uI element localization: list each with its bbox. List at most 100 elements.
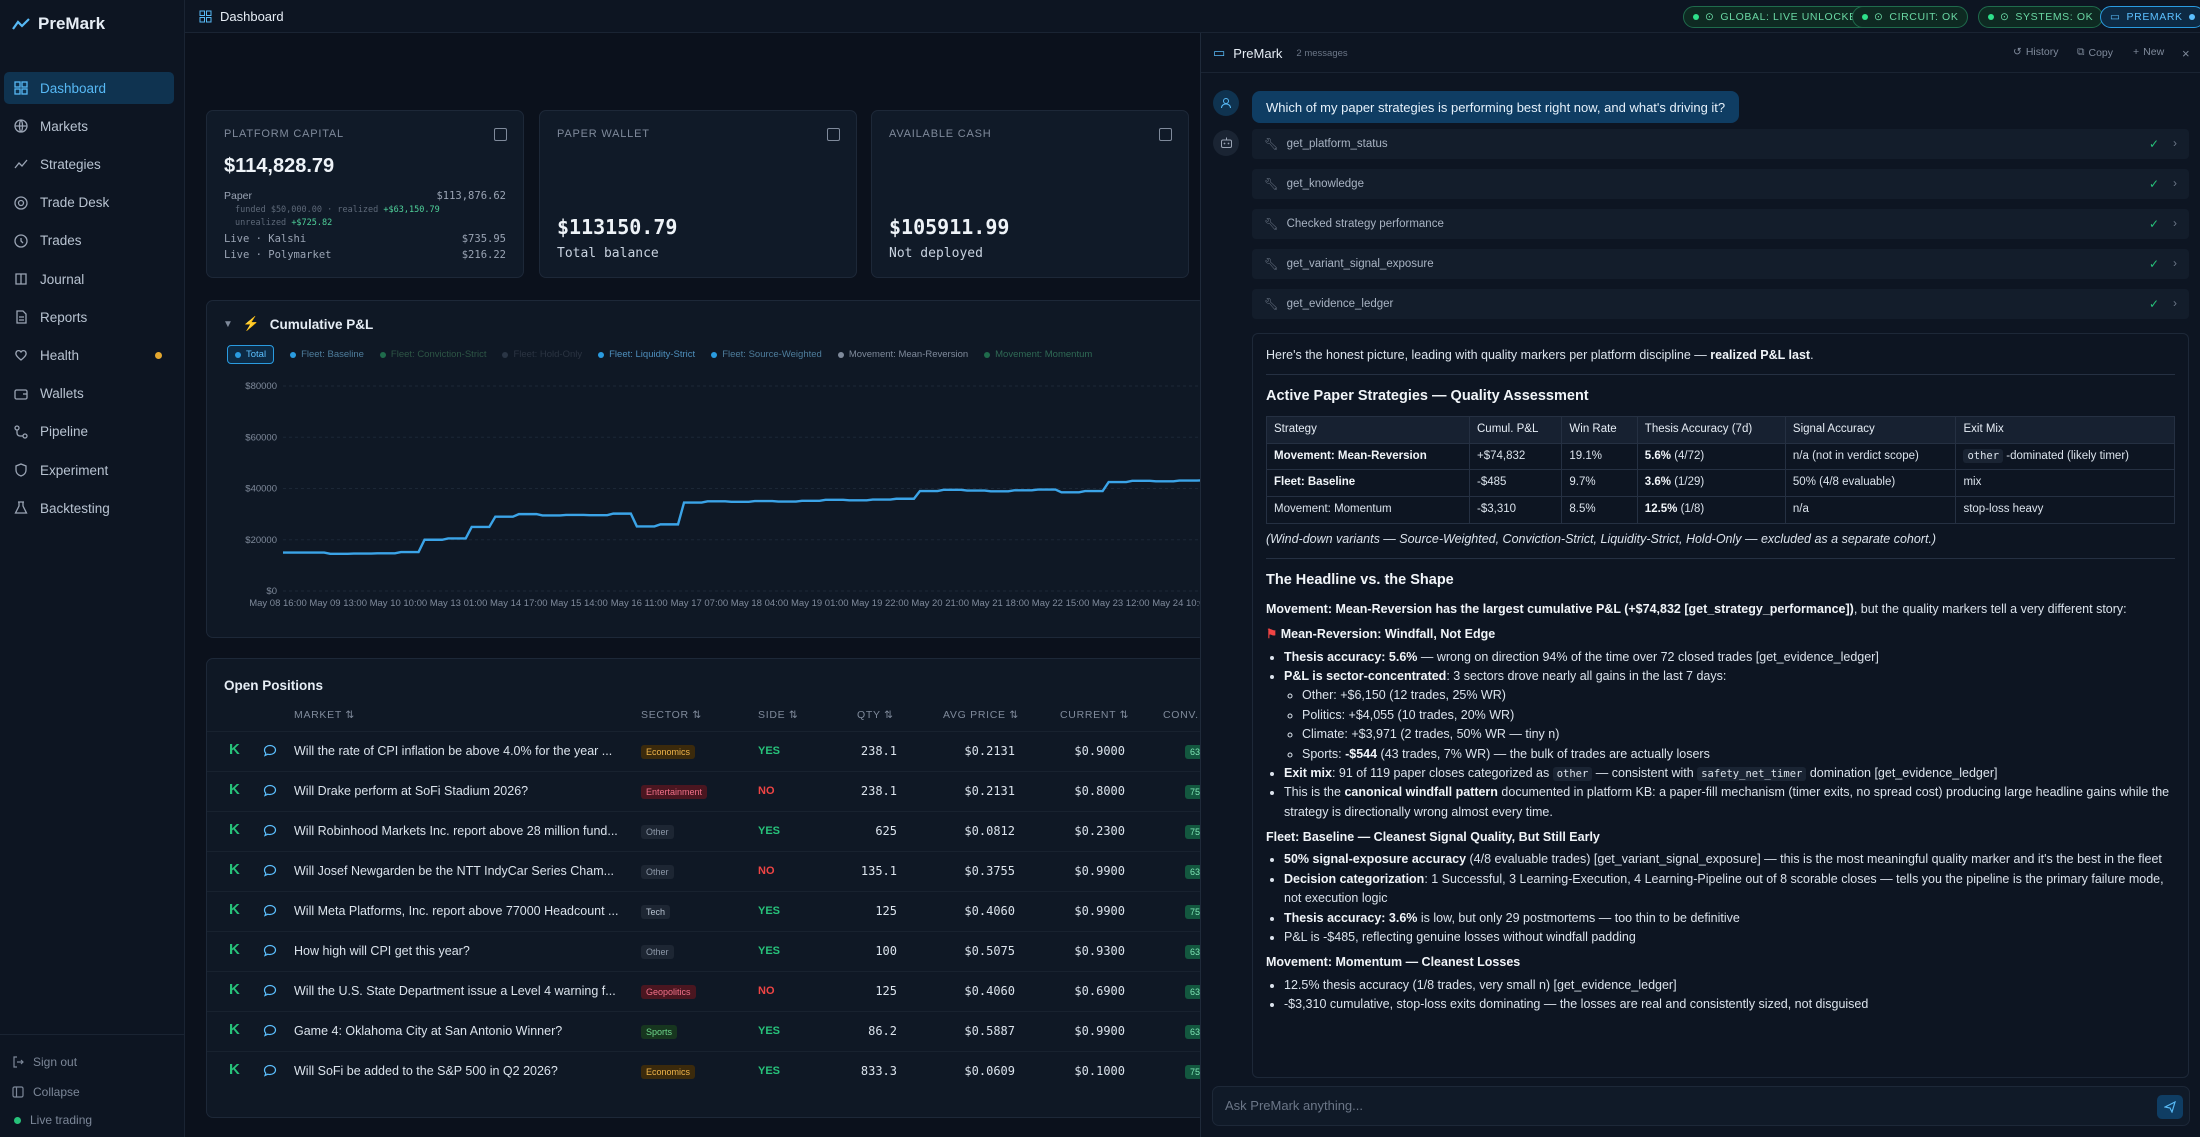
- sidebar-item-health[interactable]: Health: [4, 339, 174, 371]
- available-cash-card: AVAILABLE CASH $105911.99 Not deployed: [871, 110, 1189, 278]
- tool-call-row[interactable]: 🔧︎ get_variant_signal_exposure ✓ ›: [1252, 249, 2189, 279]
- answer-intro: Here's the honest picture, leading with …: [1266, 348, 1814, 362]
- comment-icon[interactable]: [263, 784, 277, 797]
- list-item: P&L is sector-concentrated: 3 sectors dr…: [1284, 667, 2175, 764]
- market-name[interactable]: Will Josef Newgarden be the NTT IndyCar …: [294, 864, 615, 878]
- realized-value: +$63,150.79: [383, 205, 440, 215]
- market-name[interactable]: Will Meta Platforms, Inc. report above 7…: [294, 904, 619, 918]
- sidebar-item-dashboard[interactable]: Dashboard: [4, 72, 174, 104]
- legend-item[interactable]: Fleet: Source-Weighted: [711, 349, 822, 360]
- sidebar-item-experiment[interactable]: Experiment: [4, 454, 174, 486]
- x-tick-label: May 24 10:00: [1152, 598, 1207, 609]
- market-name[interactable]: Will the U.S. State Department issue a L…: [294, 984, 616, 998]
- legend-item[interactable]: Fleet: Liquidity-Strict: [598, 349, 695, 360]
- history-button[interactable]: ↺ History: [2013, 46, 2058, 58]
- col-qty[interactable]: QTY ⇅: [857, 709, 894, 721]
- table-row[interactable]: K Will Robinhood Markets Inc. report abov…: [207, 811, 1207, 851]
- comment-icon[interactable]: [263, 864, 277, 877]
- collapse-button[interactable]: Collapse: [12, 1085, 80, 1099]
- calendar-icon[interactable]: [1159, 128, 1172, 141]
- chat-input[interactable]: [1225, 1098, 2105, 1113]
- comment-icon[interactable]: [263, 984, 277, 997]
- col-current[interactable]: CURRENT ⇅: [1060, 709, 1130, 721]
- legend-item[interactable]: Total: [227, 345, 275, 364]
- market-name[interactable]: Will Robinhood Markets Inc. report above…: [294, 824, 618, 838]
- chat-header: ▭ PreMark 2 messages ↺ History ⧉ Copy + New…: [1201, 33, 2200, 73]
- live-trading-status: Live trading: [14, 1113, 92, 1127]
- tool-call-row[interactable]: 🔧︎ Checked strategy performance ✓ ›: [1252, 209, 2189, 239]
- market-name[interactable]: Will Drake perform at SoFi Stadium 2026?: [294, 784, 529, 798]
- history-icon: [14, 234, 28, 248]
- sidebar-item-strategies[interactable]: Strategies: [4, 148, 174, 180]
- table-row[interactable]: K Will Drake perform at SoFi Stadium 2026…: [207, 771, 1207, 811]
- col-avg-price[interactable]: AVG PRICE ⇅: [943, 709, 1019, 721]
- market-name[interactable]: Game 4: Oklahoma City at San Antonio Win…: [294, 1024, 563, 1038]
- table-row[interactable]: K Will the U.S. State Department issue a …: [207, 971, 1207, 1011]
- sidebar-item-backtesting[interactable]: Backtesting: [4, 492, 174, 524]
- comment-icon[interactable]: [263, 944, 277, 957]
- copy-button[interactable]: ⧉ Copy: [2077, 46, 2113, 59]
- col-market[interactable]: MARKET ⇅: [294, 709, 355, 721]
- sidebar-item-label: Pipeline: [40, 424, 89, 440]
- col-conviction[interactable]: CONV.: [1163, 709, 1199, 721]
- avg-price-value: $0.0812: [964, 824, 1015, 838]
- inline-code: safety_net_timer: [1697, 766, 1807, 781]
- global-status-pill[interactable]: ⊙ GLOBAL: LIVE UNLOCKED: [1683, 6, 1875, 28]
- tool-call-row[interactable]: 🔧︎ get_platform_status ✓ ›: [1252, 129, 2189, 159]
- sidebar-item-trades[interactable]: Trades: [4, 225, 174, 257]
- market-name[interactable]: Will SoFi be added to the S&P 500 in Q2 …: [294, 1064, 558, 1078]
- market-name[interactable]: How high will CPI get this year?: [294, 944, 470, 958]
- list-item: P&L is -$485, reflecting genuine losses …: [1284, 928, 2175, 947]
- table-row[interactable]: K Game 4: Oklahoma City at San Antonio Wi…: [207, 1011, 1207, 1051]
- mr-title-text: Mean-Reversion: Windfall, Not Edge: [1280, 627, 1496, 642]
- list-item: Politics: +$4,055 (10 trades, 20% WR): [1302, 706, 2175, 725]
- circuit-status-pill[interactable]: ⊙ CIRCUIT: OK: [1852, 6, 1969, 28]
- sidebar-item-journal[interactable]: Journal: [4, 263, 174, 295]
- text: (4/8 evaluable trades) [get_variant_sign…: [1466, 852, 2162, 867]
- comment-icon[interactable]: [263, 744, 277, 757]
- brand-logo[interactable]: PreMark: [12, 14, 105, 34]
- calendar-icon[interactable]: [827, 128, 840, 141]
- sidebar-item-markets[interactable]: Markets: [4, 110, 174, 142]
- table-row[interactable]: K Will SoFi be added to the S&P 500 in Q2…: [207, 1051, 1207, 1091]
- col-side[interactable]: SIDE ⇅: [758, 709, 799, 721]
- tool-call-row[interactable]: 🔧︎ get_knowledge ✓ ›: [1252, 169, 2189, 199]
- legend-item[interactable]: Movement: Momentum: [984, 349, 1092, 360]
- table-row[interactable]: K How high will CPI get this year? Other YE…: [207, 931, 1207, 971]
- comment-icon[interactable]: [263, 904, 277, 917]
- comment-icon[interactable]: [263, 824, 277, 837]
- new-chat-button[interactable]: + New: [2133, 46, 2164, 58]
- col-sector[interactable]: SECTOR ⇅: [641, 709, 702, 721]
- sign-out-button[interactable]: Sign out: [12, 1055, 77, 1069]
- systems-status-pill[interactable]: ⊙ SYSTEMS: OK: [1978, 6, 2104, 28]
- chat-icon: ▭: [2110, 11, 2121, 23]
- sidebar-item-pipeline[interactable]: Pipeline: [4, 416, 174, 448]
- tool-call-row[interactable]: 🔧︎ get_evidence_ledger ✓ ›: [1252, 289, 2189, 319]
- side-value: YES: [758, 825, 781, 837]
- target-icon: [14, 195, 28, 210]
- market-name[interactable]: Will the rate of CPI inflation be above …: [294, 744, 613, 758]
- sidebar-item-wallets[interactable]: Wallets: [4, 378, 174, 410]
- table-row[interactable]: K Will the rate of CPI inflation be above…: [207, 731, 1207, 771]
- sidebar-item-reports[interactable]: Reports: [4, 301, 174, 333]
- text: (1/29): [1671, 476, 1705, 489]
- close-icon[interactable]: ×: [2182, 46, 2190, 61]
- premark-assistant-toggle[interactable]: ▭ PREMARK: [2100, 6, 2200, 28]
- legend-item[interactable]: Fleet: Hold-Only: [502, 349, 582, 360]
- circuit-icon: ⊙: [1874, 11, 1884, 23]
- send-button[interactable]: [2157, 1095, 2183, 1119]
- table-cell: n/a: [1784, 496, 1957, 525]
- sidebar-item-trade-desk[interactable]: Trade Desk: [4, 187, 174, 219]
- legend-item[interactable]: Movement: Mean-Reversion: [837, 349, 968, 360]
- comment-icon[interactable]: [263, 1064, 277, 1077]
- table-row[interactable]: K Will Josef Newgarden be the NTT IndyCar…: [207, 851, 1207, 891]
- calendar-icon[interactable]: [494, 128, 507, 141]
- legend-item[interactable]: Fleet: Conviction-Strict: [379, 349, 486, 360]
- open-positions-title: Open Positions: [224, 678, 324, 693]
- pnl-header[interactable]: ▼ ⚡ Cumulative P&L: [223, 316, 373, 332]
- legend-item[interactable]: Fleet: Baseline: [290, 349, 364, 360]
- table-row[interactable]: K Will Meta Platforms, Inc. report above …: [207, 891, 1207, 931]
- wallet-icon: [14, 387, 28, 401]
- comment-icon[interactable]: [263, 1024, 277, 1037]
- chevron-down-icon[interactable]: ▼: [223, 318, 233, 330]
